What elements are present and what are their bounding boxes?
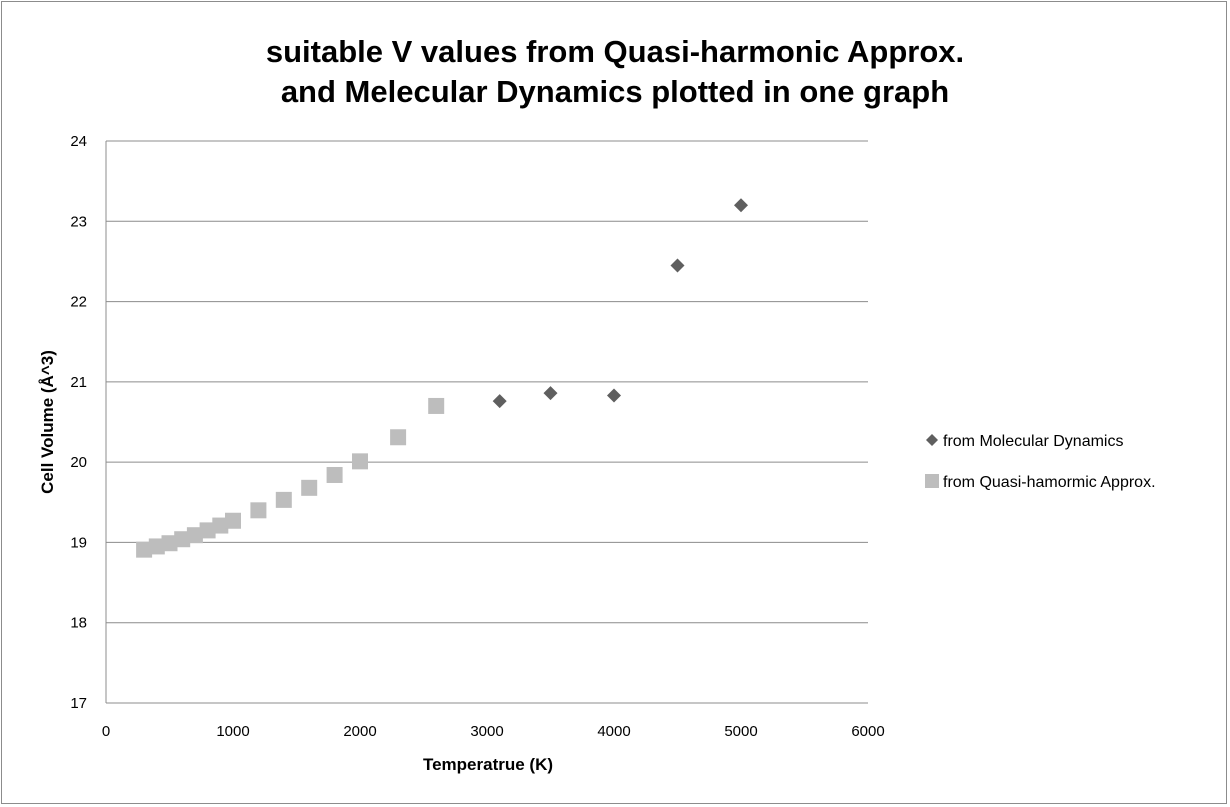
x-tick-label: 4000	[597, 723, 630, 740]
y-tick-label: 17	[70, 695, 87, 712]
x-tick-label: 1000	[216, 723, 249, 740]
legend: from Molecular Dynamics from Quasi-hamorm…	[925, 433, 1156, 491]
legend-label: from Molecular Dynamics	[943, 433, 1123, 450]
qh-point	[161, 535, 178, 552]
x-tick-label: 6000	[851, 723, 884, 740]
chart-title-line-1: suitable V values from Quasi-harmonic Ap…	[265, 34, 965, 69]
md-point	[734, 198, 748, 213]
y-tick-label: 19	[70, 534, 87, 551]
y-tick-label: 24	[70, 133, 87, 150]
qh-point	[225, 512, 241, 529]
y-tick-label: 20	[70, 454, 87, 471]
legend-marker	[925, 474, 939, 488]
qh-point	[326, 466, 343, 483]
legend-marker	[926, 434, 938, 446]
x-tick-label: 0	[102, 723, 110, 740]
y-tick-label: 18	[70, 615, 87, 632]
y-tick-label: 22	[70, 294, 87, 311]
x-tick-label: 3000	[470, 723, 503, 740]
gridlines	[106, 140, 868, 624]
qh-point	[275, 491, 292, 508]
qh-point	[428, 397, 445, 414]
data-points	[136, 198, 748, 558]
qh-point	[174, 531, 191, 548]
x-tick-label: 5000	[724, 723, 757, 740]
tick-labels: 17 18 19 20 21 22 23 24 0 1000 2000 3000 4000 5000 600…	[70, 133, 884, 740]
x-tick-label: 2000	[343, 723, 376, 740]
y-tick-label: 21	[70, 374, 87, 391]
qh-point	[136, 541, 153, 558]
qh-point	[352, 453, 368, 470]
legend-label: from Quasi-hamormic Approx.	[943, 474, 1156, 491]
qh-point	[250, 502, 267, 519]
qh-point	[390, 429, 407, 446]
axes	[105, 141, 868, 704]
qh-point	[199, 522, 216, 539]
qh-point	[148, 538, 165, 555]
x-axis-label: Temperatrue (K)	[423, 755, 553, 774]
md-point	[543, 386, 558, 401]
qh-point	[301, 479, 318, 496]
qh-point	[212, 517, 229, 534]
y-tick-label: 23	[70, 213, 87, 230]
qh-point	[186, 527, 203, 544]
chart-title-line-2: and Melecular Dynamics plotted in one gr…	[280, 74, 950, 109]
md-point	[670, 258, 685, 273]
md-point	[607, 388, 621, 403]
md-point	[492, 394, 507, 409]
y-axis-label: Cell Volume (Å^3)	[38, 350, 57, 494]
